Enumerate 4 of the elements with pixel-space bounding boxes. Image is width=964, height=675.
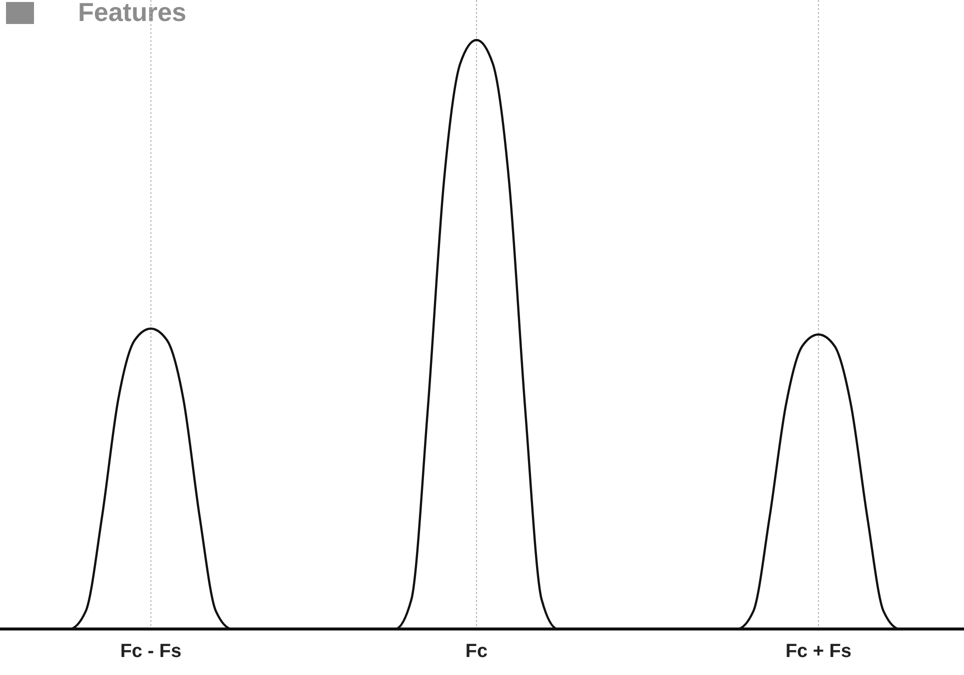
x-tick-label: Fc + Fs <box>785 641 852 662</box>
chart-title: Features <box>78 0 186 27</box>
x-tick-label: Fc <box>465 641 488 662</box>
x-tick-label: Fc - Fs <box>120 641 182 662</box>
